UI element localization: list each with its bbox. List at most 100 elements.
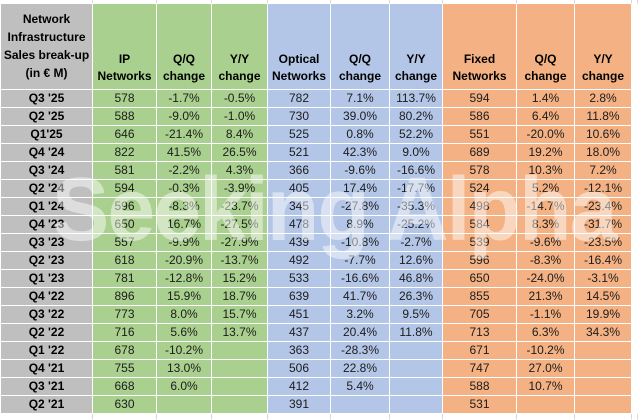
table-row: Q1'25 646 -21.4% 8.4% 525 0.8% 52.2% 551 -20.0% 1…: [1, 126, 638, 144]
table-cell: -21.4%: [157, 126, 212, 144]
table-cell: 4.3%: [212, 162, 268, 180]
table-cell: 11.8%: [575, 108, 632, 126]
table-cell: -27.9%: [212, 234, 268, 252]
table-cell: 716: [93, 324, 157, 342]
table-cell: 42.3%: [331, 144, 390, 162]
table-cell: 713: [443, 324, 517, 342]
column-header-fixed-yy-change: Y/Y change: [575, 4, 632, 90]
table-cell: 705: [443, 306, 517, 324]
table-cell: 896: [93, 288, 157, 306]
table-cell: -8.3%: [157, 198, 212, 216]
table-cell: 18.0%: [575, 144, 632, 162]
row-label: Q4 '23: [1, 216, 93, 234]
sheet-margin-cell: [331, 414, 390, 420]
table-cell: 773: [93, 306, 157, 324]
table-cell: 26.3%: [390, 288, 443, 306]
table-row: Q4 '24 822 41.5% 26.5% 521 42.3% 9.0% 689 19.2% 1…: [1, 144, 638, 162]
table-row: Q2 '25 588 -9.0% -1.0% 730 39.0% 80.2% 586 6.4% 1…: [1, 108, 638, 126]
row-label: Q3 '25: [1, 90, 93, 108]
sheet-margin-cell: [212, 0, 268, 4]
table-cell: [390, 378, 443, 396]
table-cell: 7.2%: [575, 162, 632, 180]
row-label: Q3 '21: [1, 378, 93, 396]
table-cell: -25.2%: [390, 216, 443, 234]
table-cell: [390, 360, 443, 378]
table-cell: 39.0%: [331, 108, 390, 126]
table-cell: 8.0%: [157, 306, 212, 324]
row-label: Q3 '22: [1, 306, 93, 324]
table-cell: -16.4%: [575, 252, 632, 270]
table-cell: 650: [93, 216, 157, 234]
sheet-margin-cell: [632, 324, 638, 342]
table-cell: 9.5%: [390, 306, 443, 324]
table-cell: -27.5%: [212, 216, 268, 234]
table-cell: -1.7%: [157, 90, 212, 108]
table-cell: 17.4%: [331, 180, 390, 198]
table-cell: 15.7%: [212, 306, 268, 324]
table-cell: 506: [268, 360, 331, 378]
table-cell: 22.8%: [331, 360, 390, 378]
row-label: Q1 '23: [1, 270, 93, 288]
table-cell: 19.9%: [575, 306, 632, 324]
row-label: Q2 '25: [1, 108, 93, 126]
table-cell: -2.2%: [157, 162, 212, 180]
table-cell: 391: [268, 396, 331, 414]
table-cell: 21.3%: [517, 288, 575, 306]
table-cell: [575, 378, 632, 396]
table-cell: [212, 360, 268, 378]
sheet-margin-cell: [1, 0, 93, 4]
table-cell: 10.6%: [575, 126, 632, 144]
sheet-margin-cell: [632, 360, 638, 378]
table-cell: -9.6%: [331, 162, 390, 180]
table-cell: -10.2%: [157, 342, 212, 360]
table-cell: 630: [93, 396, 157, 414]
table-cell: -1.0%: [212, 108, 268, 126]
table-cell: 1.4%: [517, 90, 575, 108]
table-cell: 0.8%: [331, 126, 390, 144]
table-cell: [575, 396, 632, 414]
table-cell: -3.9%: [212, 180, 268, 198]
sheet-margin-cell: [1, 414, 93, 420]
table-cell: 13.7%: [212, 324, 268, 342]
table-cell: 618: [93, 252, 157, 270]
table-cell: [157, 396, 212, 414]
sheet-margin-cell: [575, 0, 632, 4]
table-cell: -16.6%: [331, 270, 390, 288]
table-cell: 639: [268, 288, 331, 306]
table-cell: 9.0%: [390, 144, 443, 162]
table-cell: -8.3%: [517, 252, 575, 270]
table-cell: 650: [443, 270, 517, 288]
table-cell: 14.5%: [575, 288, 632, 306]
table-cell: -7.7%: [331, 252, 390, 270]
table-cell: 451: [268, 306, 331, 324]
table-cell: 80.2%: [390, 108, 443, 126]
table-cell: 646: [93, 126, 157, 144]
sheet-margin-cell: [632, 396, 638, 414]
table-row: Q3 '22 773 8.0% 15.7% 451 3.2% 9.5% 705 -1.1% 19.…: [1, 306, 638, 324]
table-cell: 578: [443, 162, 517, 180]
table-cell: 492: [268, 252, 331, 270]
table-cell: 6.3%: [517, 324, 575, 342]
sheet-margin-cell: [157, 0, 212, 4]
table-cell: 822: [93, 144, 157, 162]
column-header-optical-yy-change: Y/Y change: [390, 4, 443, 90]
sheet-margin-cell: [517, 0, 575, 4]
table-row: Q3 '24 581 -2.2% 4.3% 366 -9.6% -16.6% 578 10.3%…: [1, 162, 638, 180]
sheet-margin-cell: [632, 216, 638, 234]
table-cell: 498: [443, 198, 517, 216]
table-cell: 578: [93, 90, 157, 108]
table-cell: 586: [443, 108, 517, 126]
sheet-margin-cell: [93, 0, 157, 4]
table-cell: 596: [93, 198, 157, 216]
table-cell: 439: [268, 234, 331, 252]
table-row: Q3 '23 557 -9.9% -27.9% 439 -10.8% -2.7% 539 -9.…: [1, 234, 638, 252]
table-cell: 11.8%: [390, 324, 443, 342]
table-cell: -12.1%: [575, 180, 632, 198]
table-cell: -24.0%: [517, 270, 575, 288]
table-cell: -17.7%: [390, 180, 443, 198]
table-cell: 8.4%: [212, 126, 268, 144]
table-row: Q2 '21 630 391 531: [1, 396, 638, 414]
sheet-margin-cell: [390, 0, 443, 4]
table-cell: 3.2%: [331, 306, 390, 324]
table-cell: 6.0%: [157, 378, 212, 396]
